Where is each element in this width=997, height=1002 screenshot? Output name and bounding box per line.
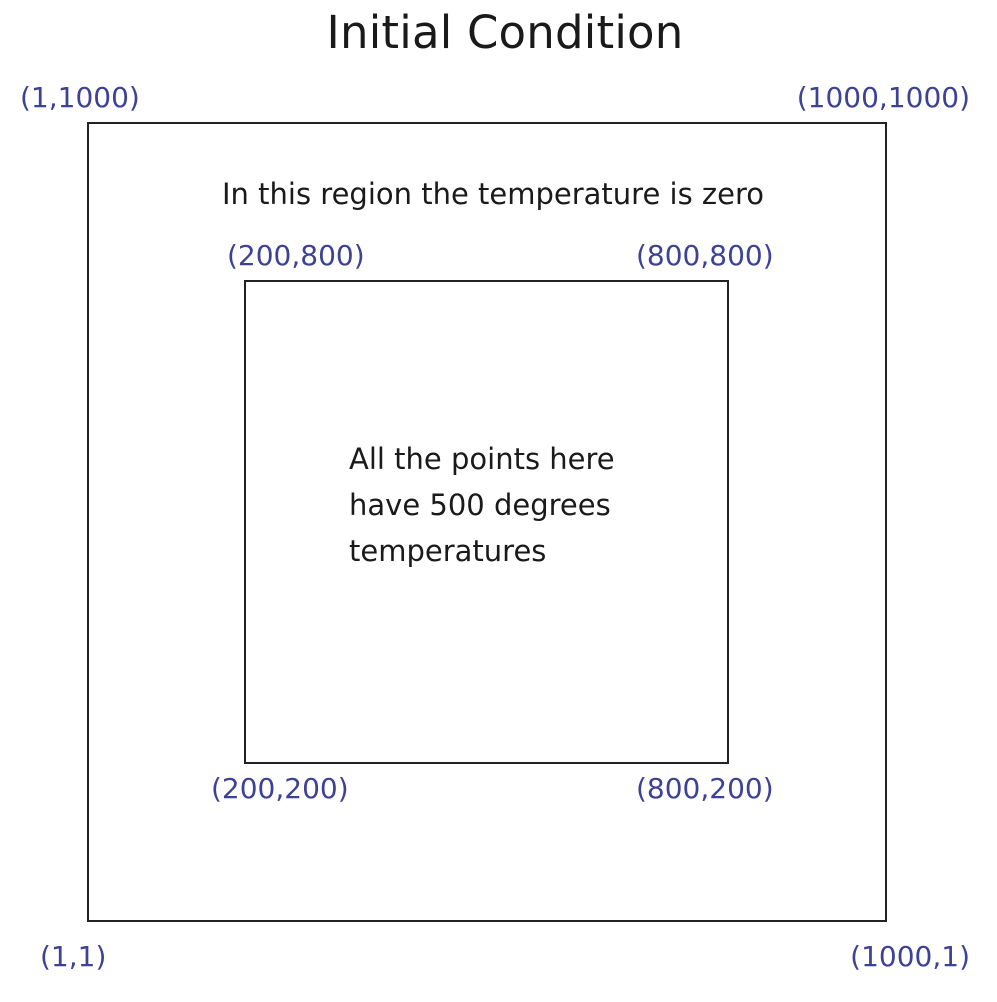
inner-region-label-line: temperatures <box>349 534 547 568</box>
inner-region-label-line: All the points here <box>349 442 615 476</box>
outer-top-right-coordinate: (1000,1000) <box>796 81 970 114</box>
inner-region-box <box>244 280 729 764</box>
outer-bottom-right-coordinate: (1000,1) <box>850 940 970 973</box>
outer-region-box <box>87 122 887 922</box>
inner-bottom-right-coordinate: (800,200) <box>636 772 774 805</box>
inner-bottom-left-coordinate: (200,200) <box>211 772 349 805</box>
outer-region-label: In this region the temperature is zero <box>222 177 765 211</box>
inner-top-left-coordinate: (200,800) <box>227 239 365 272</box>
inner-region-label-line: have 500 degrees <box>349 488 611 522</box>
inner-top-right-coordinate: (800,800) <box>636 239 774 272</box>
inner-region-label: All the points here have 500 degrees tem… <box>349 436 615 574</box>
outer-top-left-coordinate: (1,1000) <box>20 81 140 114</box>
outer-bottom-left-coordinate: (1,1) <box>40 940 107 973</box>
diagram-title: Initial Condition <box>326 6 684 59</box>
